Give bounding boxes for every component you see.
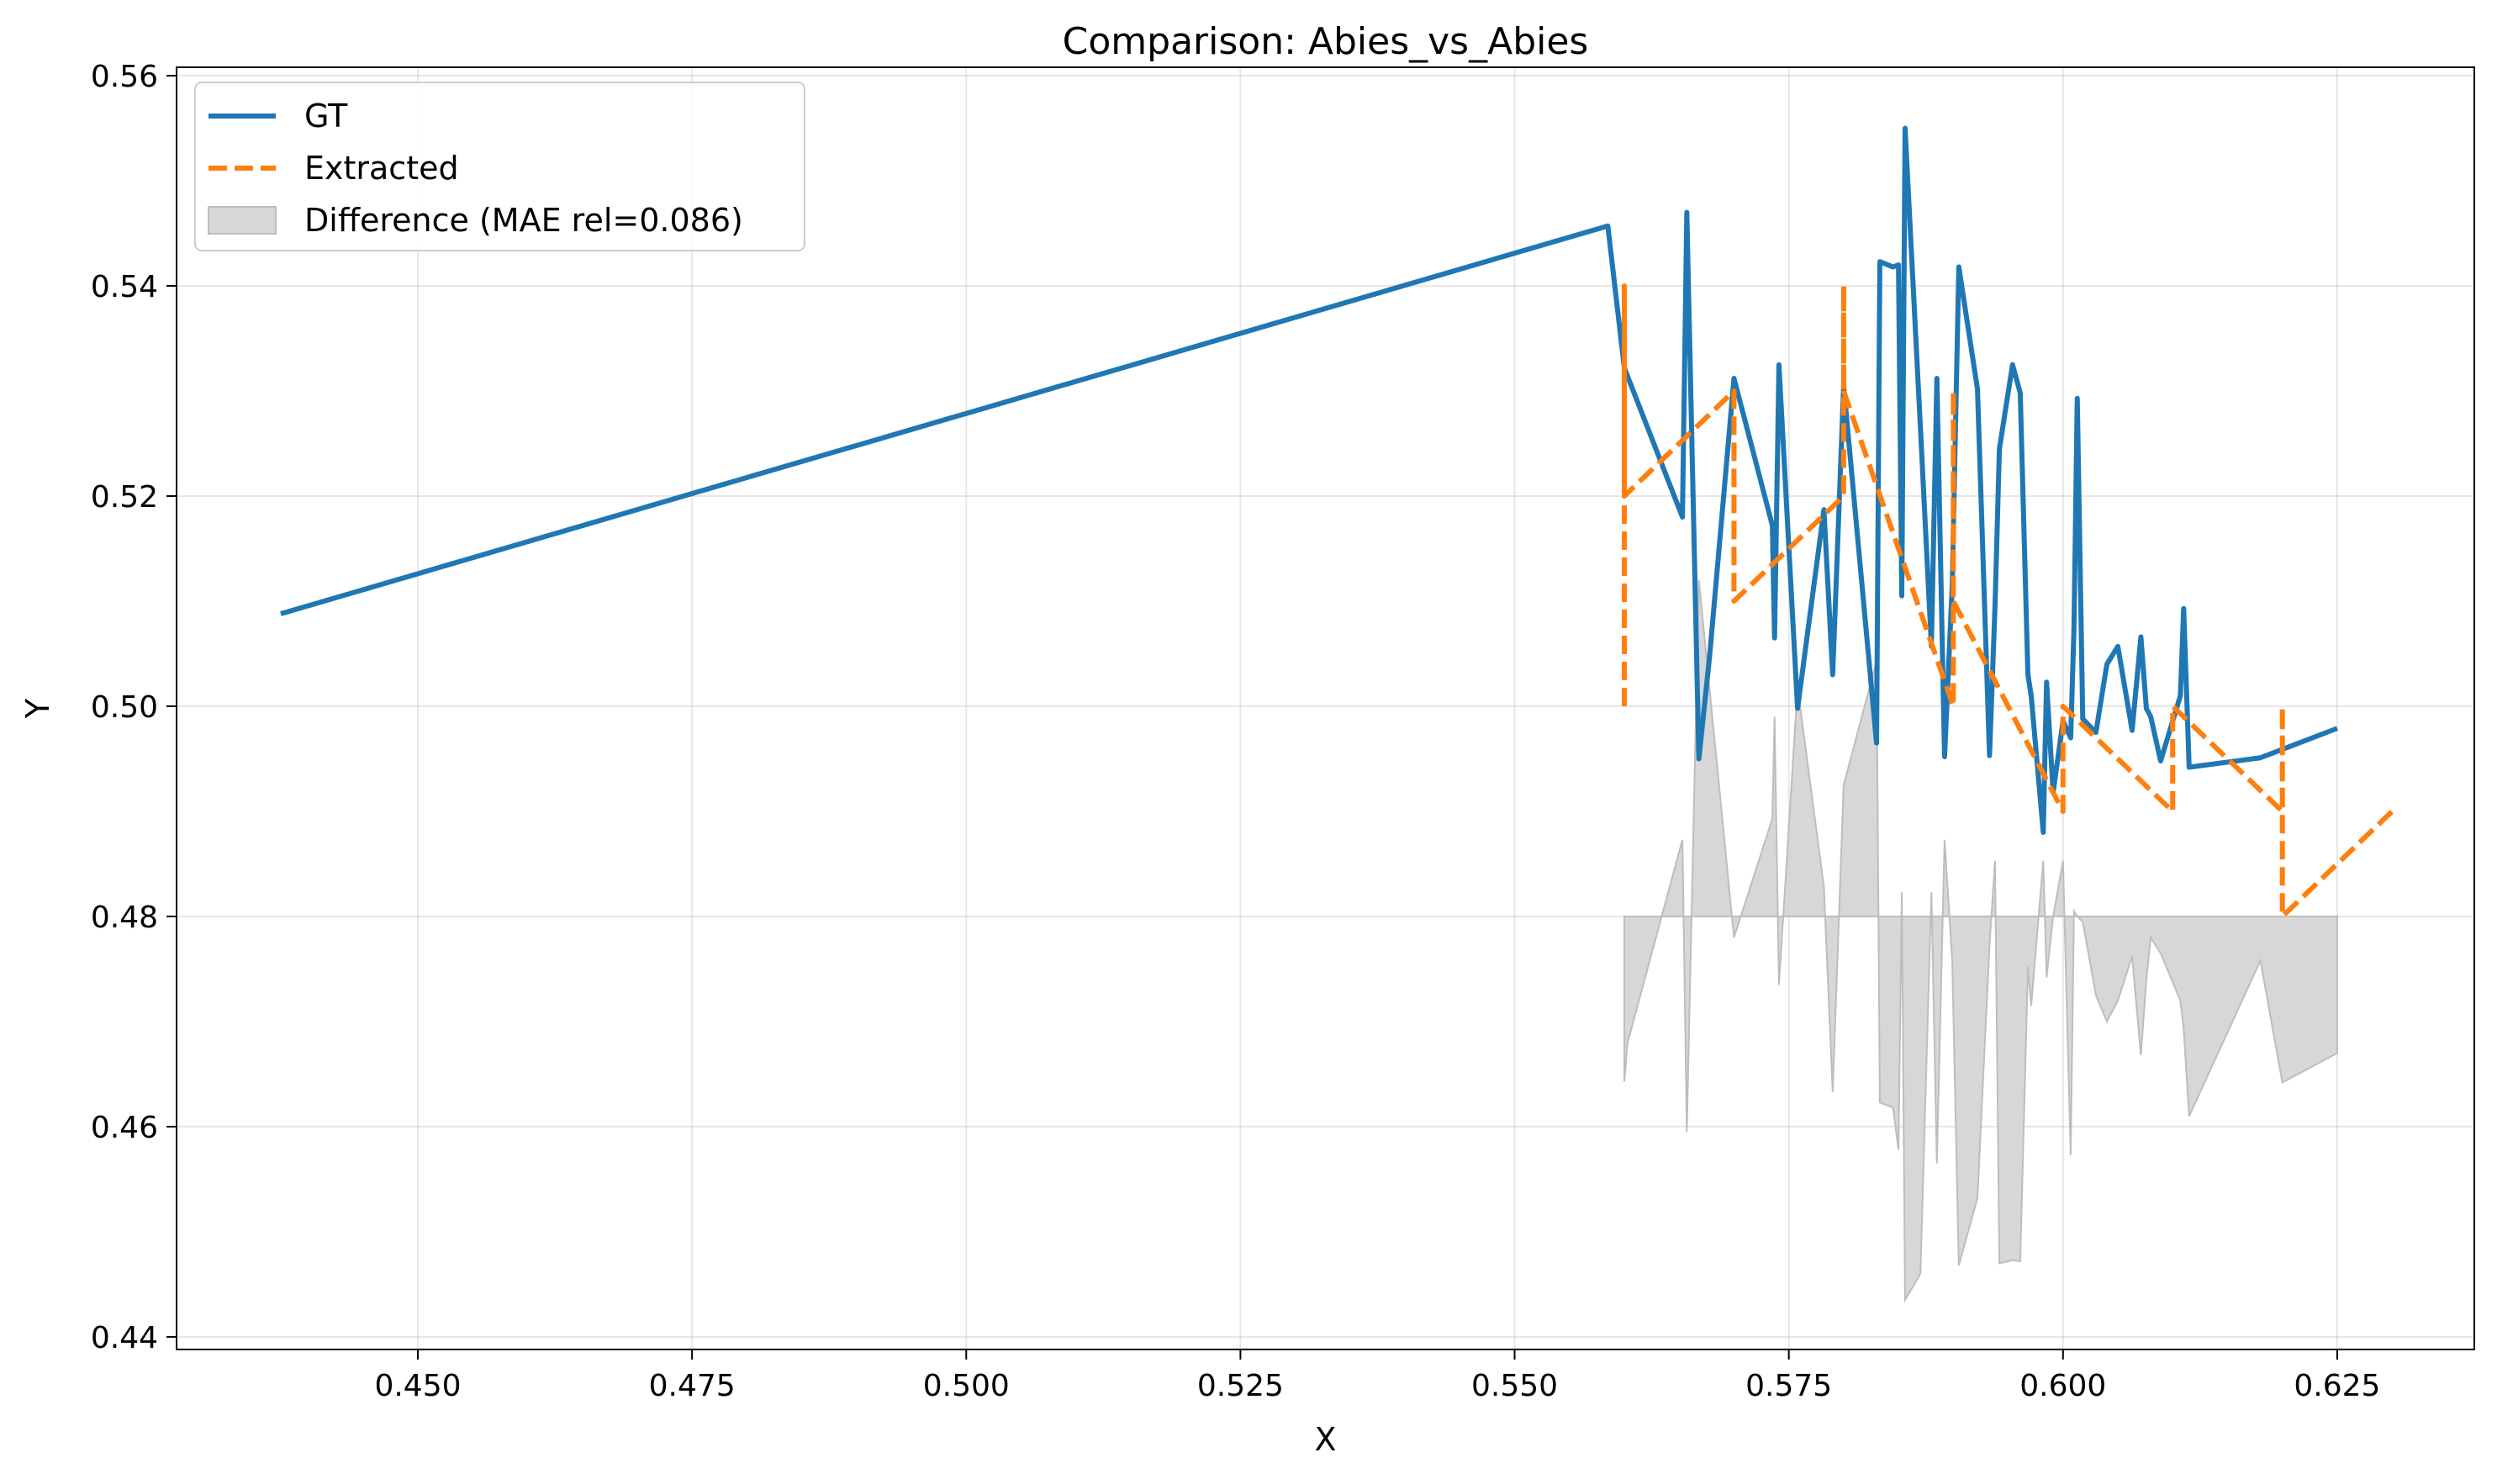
y-tick-label: 0.48 (91, 900, 158, 935)
plot-frame (176, 66, 2475, 1350)
y-tick-label: 0.54 (91, 270, 158, 304)
y-tick-label: 0.52 (91, 480, 158, 515)
y-tick-label: 0.50 (91, 690, 158, 725)
legend-box (194, 82, 805, 251)
y-tick-label: 0.46 (91, 1111, 158, 1145)
legend-swatch-difference (208, 206, 277, 235)
y-tick-label: 0.56 (91, 60, 158, 94)
axis-ticks: 0.450 0.475 0.500 0.525 0.550 0.575 0.600 0.625… (91, 60, 2381, 1403)
x-tick-label: 0.550 (1471, 1369, 1558, 1403)
chart-title: Comparison: Abies_vs_Abies (1063, 20, 1589, 63)
x-tick-label: 0.500 (923, 1369, 1010, 1403)
legend-label: Difference (MAE rel=0.086) (304, 202, 743, 239)
y-tick-label: 0.44 (91, 1321, 158, 1355)
legend: GT Extracted Difference (MAE rel=0.086) (194, 82, 805, 251)
x-tick-label: 0.450 (374, 1369, 461, 1403)
legend-label: GT (304, 98, 348, 135)
x-tick-label: 0.475 (649, 1369, 736, 1403)
difference-fill-layer (1623, 579, 2338, 1303)
x-axis-label: X (1314, 1421, 1336, 1458)
x-tick-label: 0.525 (1197, 1369, 1284, 1403)
gt-series-line (280, 125, 2339, 835)
legend-label: Extracted (304, 150, 459, 187)
series-line-layer (280, 125, 2394, 919)
extracted-series-line (1621, 283, 2394, 919)
x-tick-label: 0.600 (2019, 1369, 2106, 1403)
difference-area (1623, 579, 2338, 1303)
y-axis-label: Y (19, 698, 56, 719)
x-tick-label: 0.575 (1745, 1369, 1832, 1403)
x-tick-label: 0.625 (2294, 1369, 2380, 1403)
